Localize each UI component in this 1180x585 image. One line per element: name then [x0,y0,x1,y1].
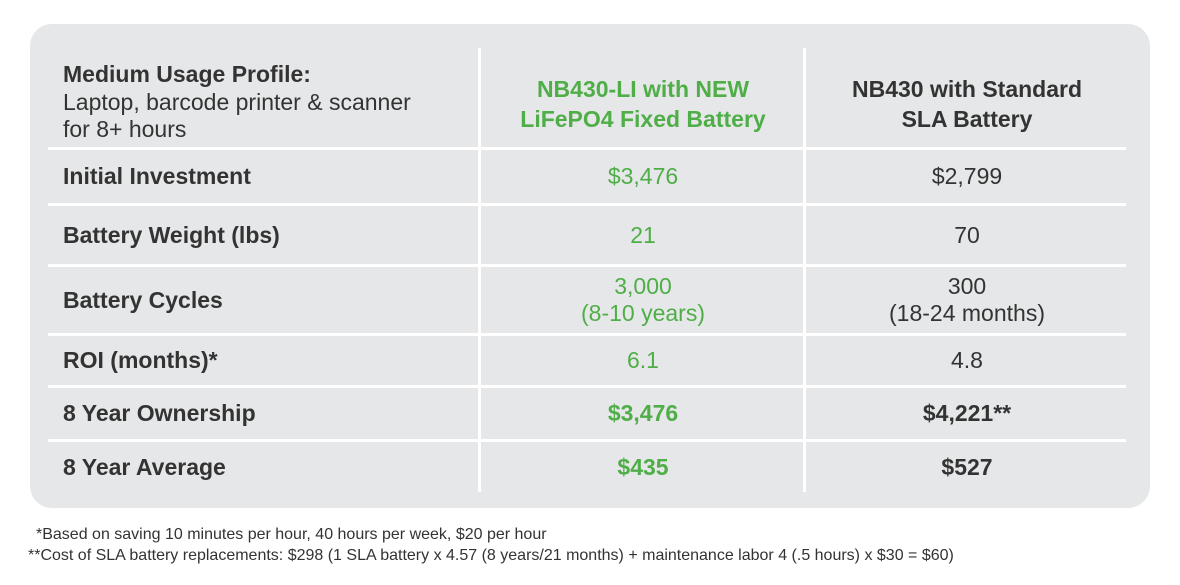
comparison-card: Medium Usage Profile: Laptop, barcode pr… [30,24,1150,508]
value-main: 300 [947,273,987,299]
value-main: 3,000 [614,273,672,299]
footnote-roi: *Based on saving 10 minutes per hour, 40… [36,526,547,543]
row-divider [48,333,1126,336]
comparison-table: Medium Usage Profile: Laptop, barcode pr… [30,24,1150,508]
row-label: Battery Cycles [63,286,223,313]
column-divider [803,48,806,492]
row-divider [48,147,1126,150]
value-sub: (8-10 years) [581,300,705,326]
value-sla: 300 (18-24 months) [807,267,1127,333]
value-lifepo4: $3,476 [607,400,679,426]
header-profile: Medium Usage Profile: Laptop, barcode pr… [63,56,473,146]
row-label: 8 Year Average [63,453,226,480]
row-label: 8 Year Ownership [63,400,256,426]
column-title: NB430-LI with NEW [536,76,750,102]
value-lifepo4: $3,476 [607,163,679,189]
value-sub: (18-24 months) [889,300,1045,326]
value-sla: $2,799 [931,163,1003,189]
profile-line: for 8+ hours [63,115,187,142]
column-title: LiFePO4 Fixed Battery [520,106,766,132]
column-title: SLA Battery [901,106,1033,132]
value-lifepo4: 21 [630,221,656,248]
value-lifepo4: 3,000 (8-10 years) [482,267,804,333]
row-divider [48,385,1126,388]
row-divider [48,439,1126,442]
profile-title: Medium Usage Profile: [63,60,311,87]
footnote-sla-cost: **Cost of SLA battery replacements: $298… [28,547,954,564]
profile-line: Laptop, barcode printer & scanner [63,88,411,115]
header-lifepo4: NB430-LI with NEW LiFePO4 Fixed Battery [482,64,804,144]
header-sla: NB430 with Standard SLA Battery [807,64,1127,144]
value-lifepo4: 6.1 [627,347,659,373]
row-divider [48,264,1126,267]
row-label: Battery Weight (lbs) [63,221,280,248]
column-divider [478,48,481,492]
value-sla: 70 [954,221,980,248]
value-lifepo4: $435 [617,453,669,480]
row-label: Initial Investment [63,163,251,189]
row-divider [48,203,1126,206]
value-sla: 4.8 [951,347,983,373]
value-sla: $527 [941,453,993,480]
column-title: NB430 with Standard [851,76,1083,102]
value-sla: $4,221** [922,400,1012,426]
row-label: ROI (months)* [63,347,218,373]
